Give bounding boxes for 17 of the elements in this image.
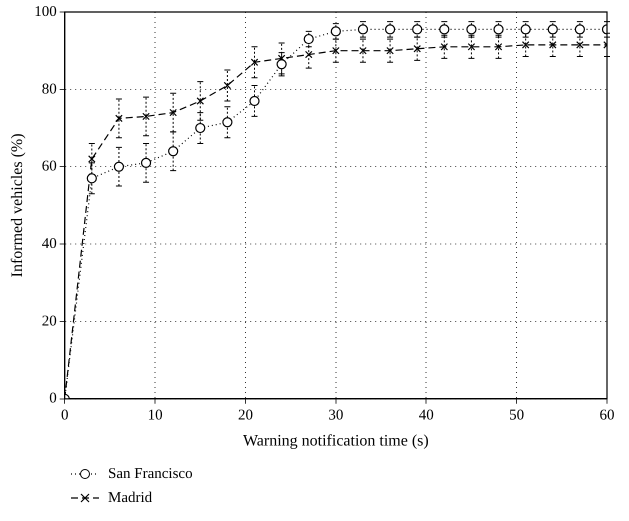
legend-label: Madrid: [108, 489, 152, 508]
y-tick-label: 60: [42, 158, 57, 175]
x-tick-label: 30: [328, 408, 344, 424]
y-axis-title: Informed vehicles (%): [8, 133, 26, 278]
y-tick-label: 100: [34, 4, 57, 20]
legend-label: San Francisco: [108, 465, 193, 484]
x-tick-label: 20: [238, 408, 253, 424]
x-axis-title: Warning notification time (s): [242, 432, 429, 450]
y-tick-label: 40: [42, 236, 57, 252]
x-tick-label: 40: [418, 408, 434, 424]
y-tick-label: 0: [49, 390, 57, 407]
y-tick-label: 80: [42, 81, 57, 98]
x-tick-label: 10: [148, 408, 163, 424]
x-tick-label: 60: [600, 408, 614, 424]
y-tick-label: 20: [42, 313, 57, 330]
x-tick-label: 0: [60, 408, 68, 424]
x-tick-label: 50: [509, 408, 524, 424]
